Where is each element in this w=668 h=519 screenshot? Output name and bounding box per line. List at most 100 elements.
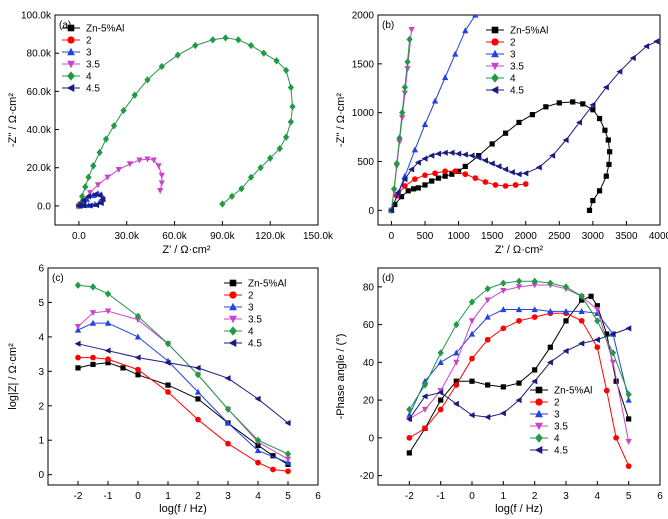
x-tick-label: 150.0k [303,231,334,242]
series-line-4 [390,39,411,211]
data-point [392,201,398,208]
legend-label: 2 [86,36,92,47]
y-tick-label: 0 [368,433,374,444]
data-point [267,154,274,162]
x-tick-label: 3500 [615,231,638,242]
data-point [500,279,507,287]
plot-frame [54,14,319,226]
x-tick-label: 6 [315,491,321,502]
data-point [135,372,141,378]
x-tick-label: 90.0k [210,231,235,242]
data-point [594,317,601,325]
data-point [238,185,245,193]
data-point [562,136,569,144]
data-point [134,333,142,340]
data-point [401,175,408,183]
data-point [605,137,611,143]
x-tick-label: 4 [255,491,261,502]
data-point [104,290,112,298]
data-point [247,173,255,181]
data-point [468,152,475,159]
data-point [653,38,660,45]
data-point [75,365,81,371]
legend-label: 4 [510,74,516,85]
panel-0: 0.0 30.0k 60.0k 90.0k 120.0k 150.0k 0.0 20.0k 40… [7,11,334,257]
legend-label: 4.5 [86,84,100,95]
data-point [195,396,201,402]
data-point [104,308,112,315]
data-point [437,358,444,365]
data-point [500,306,507,313]
data-point [394,189,401,196]
data-point [85,173,92,181]
legend-label: 2 [248,291,254,302]
y-axis-label: -Z'' / Ω·cm² [7,93,19,147]
data-point [104,347,111,354]
series-group [405,277,632,469]
legend-label: 3.5 [554,422,568,433]
data-point [570,99,576,105]
data-point [131,91,138,99]
data-point [91,191,98,198]
x-tick-label: 1000 [447,231,470,242]
y-tick-label: 60.0k [27,87,52,98]
data-point [410,186,417,192]
data-point [472,15,479,18]
data-point [586,207,593,213]
data-point [453,320,460,329]
data-point [515,396,522,404]
data-point [398,194,405,200]
y-tick-label: 40.0k [27,125,52,136]
data-point [629,54,636,62]
y-tick-label: 60 [363,320,375,331]
data-point [431,97,439,104]
data-point [488,160,495,167]
data-point [613,378,619,384]
x-tick-label: 3 [225,491,231,502]
data-point [432,170,438,177]
y-tick-label: 500 [357,157,374,168]
data-point [546,359,553,366]
legend-marker [535,386,543,394]
data-point [405,415,412,423]
legend-label: 2 [510,38,516,49]
series-line-5 [77,343,289,424]
data-point [435,150,442,157]
plot-frame [47,267,319,486]
data-point [462,163,468,169]
legend-label: 2 [554,398,560,409]
data-point [616,68,623,75]
data-point [500,288,507,295]
data-point [90,162,97,170]
data-point [82,183,89,191]
data-point [594,344,601,351]
data-point [97,199,104,207]
y-tick-label: 80 [363,282,375,293]
data-point [74,323,82,330]
data-point [284,450,292,458]
data-point [484,413,491,421]
data-point [482,179,489,185]
data-point [578,340,585,347]
data-point [102,135,110,143]
data-point [287,83,295,92]
data-point [461,151,468,158]
legend-marker [229,279,237,287]
data-point [442,173,448,179]
data-point [428,152,435,159]
legend-marker [229,326,237,336]
data-point [579,297,585,303]
data-point [547,308,554,314]
data-point [532,367,538,373]
data-point [134,312,142,320]
legend-marker [228,339,237,347]
data-point [453,378,459,384]
data-point [224,419,232,426]
data-point [289,102,296,111]
data-point [174,51,181,59]
data-point [75,354,81,361]
data-point [643,43,650,50]
data-point [515,284,523,291]
